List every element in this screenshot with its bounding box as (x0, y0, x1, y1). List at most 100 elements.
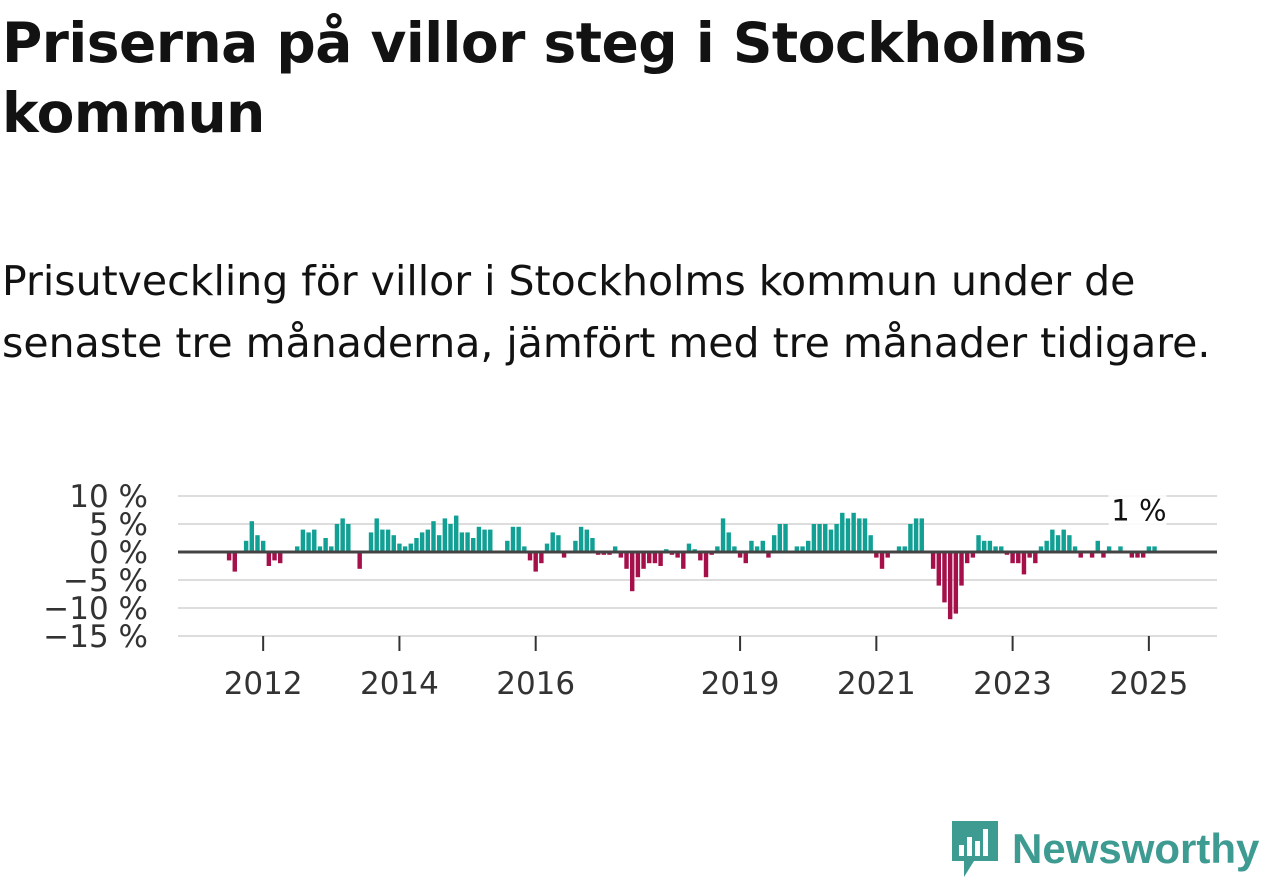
bar (368, 532, 374, 552)
bar (641, 552, 646, 569)
bar (249, 521, 255, 552)
bar (1135, 552, 1140, 558)
bar (471, 538, 476, 552)
bar (255, 535, 260, 552)
bar (482, 529, 487, 552)
bar (851, 512, 856, 552)
bar (885, 552, 890, 558)
brand-name: Newsworthy (1012, 825, 1260, 872)
bar (1050, 529, 1055, 552)
bar (1146, 546, 1152, 552)
bar (987, 540, 993, 552)
bar (845, 518, 851, 552)
bar (505, 540, 510, 552)
bar (1152, 546, 1157, 552)
bar (970, 552, 976, 558)
bar (840, 512, 845, 552)
bar (584, 529, 590, 552)
bar (408, 543, 413, 552)
bar (612, 546, 618, 552)
y-tick-label: −5 % (63, 563, 148, 599)
bar (1027, 552, 1032, 558)
bar (1129, 552, 1135, 558)
bar (334, 524, 340, 552)
bar (703, 552, 709, 578)
x-tick-label: 2012 (224, 666, 303, 702)
bar (391, 535, 396, 552)
bar (1061, 529, 1066, 552)
bar (1078, 552, 1083, 558)
bar (817, 524, 822, 552)
bar (260, 540, 266, 552)
bar (629, 552, 635, 592)
bar (749, 540, 754, 552)
bar (425, 529, 431, 552)
bar (823, 524, 828, 552)
bar (340, 518, 345, 552)
bar (902, 546, 907, 552)
bar (556, 535, 561, 552)
bar (936, 552, 942, 586)
bar (794, 546, 800, 552)
bar (295, 546, 300, 552)
bar (624, 552, 629, 569)
bar (964, 552, 970, 564)
x-tick-label: 2014 (360, 666, 439, 702)
bar (561, 552, 567, 558)
bar (868, 535, 873, 552)
bar (658, 552, 663, 566)
bar (800, 546, 805, 552)
bar-chart: 10 %5 %0 %−5 %−10 %−15 % 2012 2014 2016 2019… (43, 479, 1217, 702)
bar (317, 546, 323, 552)
bar (811, 524, 817, 552)
bar (913, 518, 919, 552)
bar (982, 540, 987, 552)
bar (698, 552, 703, 561)
y-tick-label: −10 % (43, 591, 148, 627)
bar (385, 529, 391, 552)
bar (527, 552, 533, 561)
bar (930, 552, 936, 569)
bar (1089, 552, 1095, 558)
bar (550, 532, 555, 552)
bar (578, 526, 584, 552)
page-subtitle: Prisutveckling för villor i Stockholms k… (2, 257, 1211, 367)
bar (777, 524, 783, 552)
bar (675, 552, 680, 558)
newsworthy-chart-bubble-icon (952, 821, 998, 877)
bar (522, 546, 527, 552)
bar (635, 552, 641, 578)
bar (686, 543, 692, 552)
bar (754, 546, 760, 552)
bar (1016, 552, 1021, 564)
bar (783, 524, 788, 552)
bar (1010, 552, 1015, 564)
bar (590, 538, 595, 552)
bar (908, 524, 913, 552)
bar (618, 552, 624, 558)
bar (232, 552, 237, 572)
bar (346, 524, 351, 552)
y-tick-label: 5 % (89, 507, 148, 543)
bar (1095, 540, 1100, 552)
bar (272, 552, 277, 561)
x-tick-label: 2019 (701, 666, 780, 702)
bar (374, 518, 379, 552)
bar (874, 552, 879, 558)
bar (226, 552, 232, 561)
bar (329, 546, 334, 552)
bar (266, 552, 272, 566)
bar (805, 540, 811, 552)
bar (573, 540, 578, 552)
bar (448, 524, 453, 552)
bar (544, 543, 550, 552)
bar (442, 518, 448, 552)
bar (465, 532, 470, 552)
bar (715, 546, 720, 552)
bar (828, 529, 834, 552)
bar (488, 529, 493, 552)
y-tick-label: 10 % (69, 479, 148, 515)
bar (1106, 546, 1112, 552)
y-tick-label: −15 % (43, 619, 148, 655)
bar (652, 552, 658, 564)
